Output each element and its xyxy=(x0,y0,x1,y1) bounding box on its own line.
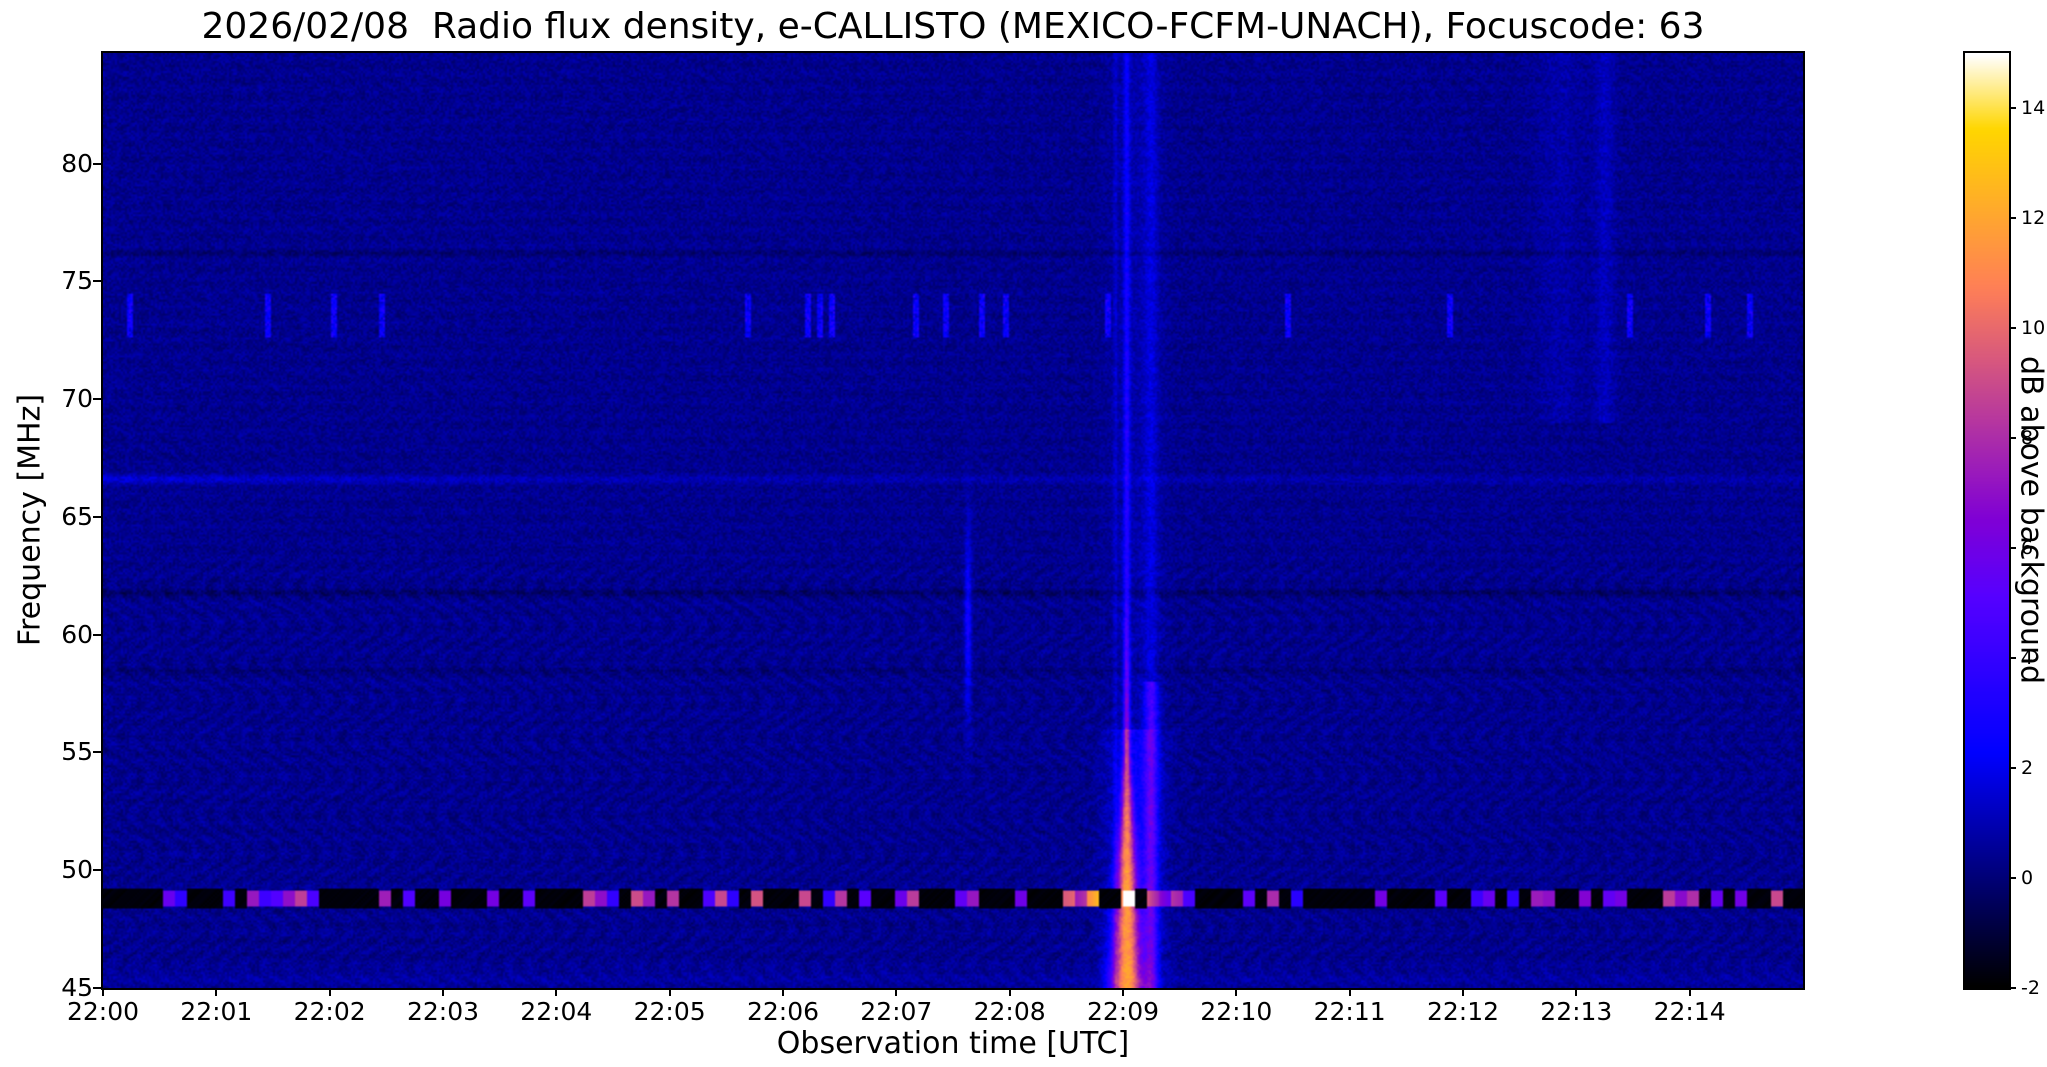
x-tick-label: 22:05 xyxy=(633,997,706,1026)
y-tick-label: 55 xyxy=(61,737,93,767)
y-tick-label: 65 xyxy=(61,501,93,531)
x-tick-label: 22:06 xyxy=(746,997,820,1026)
x-tick-label: 22:03 xyxy=(406,997,480,1026)
x-tick-label: 22:14 xyxy=(1653,997,1726,1026)
x-tick-mark xyxy=(895,988,898,996)
y-tick-mark xyxy=(93,633,101,636)
y-tick-mark xyxy=(93,280,101,283)
colorbar-tick-label: -2 xyxy=(2021,977,2040,999)
x-tick-label: 22:12 xyxy=(1426,997,1500,1026)
x-tick-mark xyxy=(555,988,558,996)
x-tick-mark xyxy=(1122,988,1124,996)
y-tick-label: 50 xyxy=(61,855,93,885)
x-tick-mark xyxy=(1462,988,1464,996)
colorbar-tick-mark xyxy=(2009,767,2016,769)
y-tick-label: 45 xyxy=(61,973,93,1002)
y-tick-label: 60 xyxy=(61,619,93,649)
x-tick-label: 22:10 xyxy=(1200,997,1273,1026)
colorbar-tick-label: 6 xyxy=(2021,537,2034,559)
y-tick-mark xyxy=(93,162,101,165)
x-tick-mark xyxy=(668,988,671,996)
colorbar-tick-mark xyxy=(2009,217,2016,219)
y-tick-mark xyxy=(93,515,101,518)
colorbar-tick-mark xyxy=(2009,877,2016,879)
x-tick-mark xyxy=(1008,988,1011,996)
x-tick-mark xyxy=(328,988,331,996)
x-tick-label: 22:13 xyxy=(1540,997,1613,1026)
x-tick-label: 22:00 xyxy=(66,997,140,1026)
x-tick-mark xyxy=(102,988,104,996)
spectrogram-plot xyxy=(101,51,1805,990)
x-tick-mark xyxy=(1688,988,1691,996)
colorbar-tick-label: 4 xyxy=(2021,647,2034,669)
x-tick-mark xyxy=(1348,988,1351,996)
x-tick-mark xyxy=(442,988,444,996)
y-tick-mark xyxy=(93,398,101,401)
y-tick-label: 70 xyxy=(61,384,93,414)
colorbar-tick-label: 2 xyxy=(2021,757,2034,779)
colorbar-tick-mark xyxy=(2009,437,2016,439)
colorbar xyxy=(1963,51,2011,990)
colorbar-tick-label: 12 xyxy=(2021,207,2046,229)
x-tick-label: 22:11 xyxy=(1313,997,1386,1026)
colorbar-tick-label: 0 xyxy=(2021,867,2034,889)
figure-title: 2026/02/08 Radio flux density, e-CALLIST… xyxy=(201,6,1705,47)
x-tick-mark xyxy=(782,988,784,996)
spectrogram-canvas xyxy=(103,53,1803,988)
colorbar-gradient xyxy=(1965,53,2009,988)
y-tick-label: 75 xyxy=(61,266,93,296)
x-tick-label: 22:07 xyxy=(860,997,933,1026)
y-tick-label: 80 xyxy=(61,148,93,178)
x-tick-label: 22:08 xyxy=(973,997,1046,1026)
y-tick-mark xyxy=(93,987,101,989)
x-tick-label: 22:02 xyxy=(293,997,366,1026)
colorbar-tick-label: 14 xyxy=(2021,97,2046,119)
y-axis-label: Frequency [MHz] xyxy=(12,393,48,647)
colorbar-tick-label: 10 xyxy=(2021,317,2046,339)
x-tick-mark xyxy=(1235,988,1238,996)
colorbar-tick-mark xyxy=(2009,547,2016,549)
x-tick-mark xyxy=(1575,988,1578,996)
colorbar-tick-label: 8 xyxy=(2021,427,2034,449)
colorbar-tick-mark xyxy=(2009,107,2016,109)
colorbar-tick-mark xyxy=(2009,327,2016,329)
y-tick-mark xyxy=(93,751,101,754)
colorbar-tick-mark xyxy=(2009,657,2016,659)
x-tick-label: 22:04 xyxy=(520,997,593,1026)
x-tick-mark xyxy=(215,988,218,996)
colorbar-label: dB above background xyxy=(2013,355,2047,685)
x-axis-label: Observation time [UTC] xyxy=(776,1026,1130,1061)
colorbar-tick-mark xyxy=(2009,987,2016,989)
y-tick-mark xyxy=(93,869,101,872)
x-tick-label: 22:01 xyxy=(180,997,253,1026)
x-tick-label: 22:09 xyxy=(1086,997,1160,1026)
